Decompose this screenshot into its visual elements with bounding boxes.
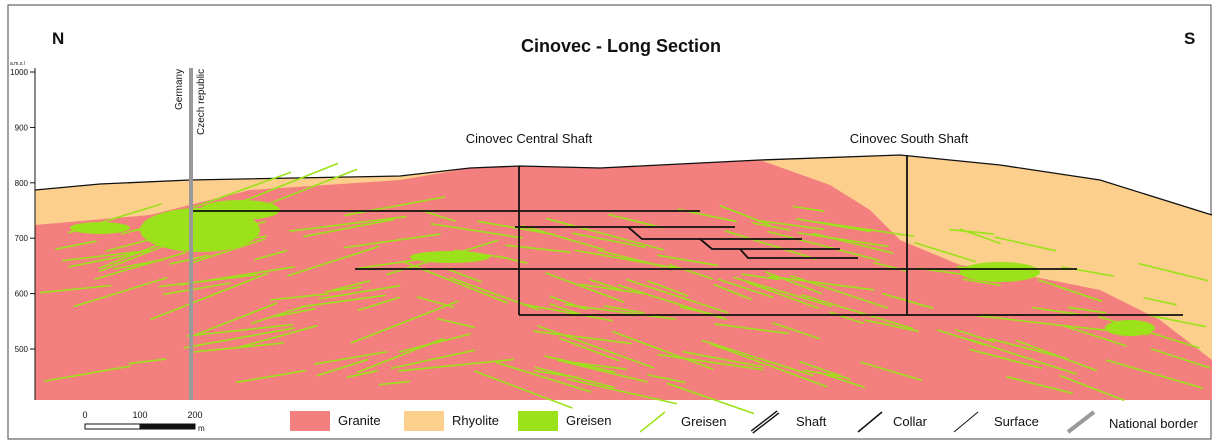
scale-label: 0 [82, 410, 87, 420]
legend-label: Collar [893, 414, 928, 429]
axis-unit: a.m.s.l [10, 61, 25, 67]
greisen-body [410, 251, 490, 263]
tick-label: 500 [15, 345, 29, 354]
scale-label: 100 [132, 410, 147, 420]
scale-label: 200 [187, 410, 202, 420]
legend-label: Surface [994, 414, 1039, 429]
greisen-body [1105, 320, 1155, 336]
legend-label: Greisen [566, 413, 612, 428]
legend-label: National border [1109, 416, 1199, 431]
tick-label: 700 [15, 234, 29, 243]
section [35, 155, 1212, 400]
border-label: Germany [174, 69, 185, 110]
tick-label: 600 [15, 290, 29, 299]
legend-label: Granite [338, 413, 381, 428]
north: N [52, 29, 64, 48]
south: S [1184, 29, 1195, 48]
diagram: Germany Czech republic Cinovec Central S… [0, 0, 1216, 443]
legend-label: Shaft [796, 414, 827, 429]
tick-label: 900 [15, 123, 29, 132]
tick-label: 800 [15, 179, 29, 188]
tick-label: 1000 [10, 68, 28, 77]
legend-label: Rhyolite [452, 413, 499, 428]
greisen-body [960, 262, 1040, 282]
title: Cinovec - Long Section [521, 36, 721, 56]
legend-label: Greisen [681, 414, 727, 429]
greisen-body [200, 200, 280, 220]
greisen-body [70, 222, 130, 234]
shaft-label: Cinovec South Shaft [850, 131, 969, 146]
border-label: Czech republic [196, 69, 207, 135]
shaft-label: Cinovec Central Shaft [466, 131, 593, 146]
scale-unit: m [198, 424, 205, 433]
